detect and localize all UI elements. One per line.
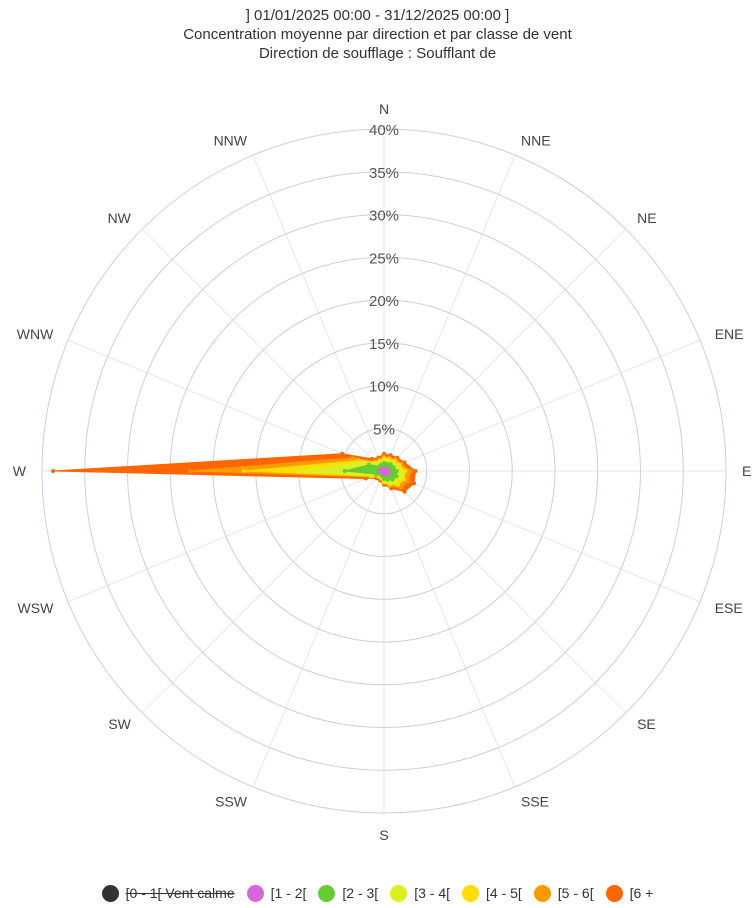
direction-label-nnw: NNW (214, 132, 248, 148)
radial-tick-label: 5% (373, 421, 395, 438)
data-point[interactable] (408, 469, 413, 473)
legend-label: [0 - 1[ Vent calme (125, 885, 235, 901)
data-point[interactable] (390, 477, 395, 482)
chart-title-block: ] 01/01/2025 00:00 - 31/12/2025 00:00 ] … (0, 6, 755, 63)
chart-title-period: ] 01/01/2025 00:00 - 31/12/2025 00:00 ] (245, 7, 510, 24)
data-point[interactable] (386, 458, 391, 463)
data-point[interactable] (412, 481, 416, 486)
radial-tick-label: 10% (369, 379, 399, 396)
data-point[interactable] (374, 472, 379, 477)
legend-label: [2 - 3[ (342, 885, 379, 901)
data-point[interactable] (382, 476, 386, 481)
legend-swatch (390, 884, 408, 902)
chart-title: Concentration moyenne par direction et p… (183, 26, 572, 43)
data-point[interactable] (406, 479, 411, 484)
legend-item[interactable]: [6 + (605, 884, 654, 902)
data-point[interactable] (384, 461, 389, 466)
data-point[interactable] (394, 481, 399, 486)
legend: [0 - 1[ Vent calme [1 - 2[ [2 - 3[ [3 - 4[ [… (0, 878, 755, 908)
direction-label-nw: NW (108, 210, 132, 226)
data-point[interactable] (395, 463, 400, 468)
grid-ring (41, 128, 727, 814)
data-point[interactable] (363, 476, 368, 481)
legend-label: [3 - 4[ (414, 885, 450, 901)
direction-label-nne: NNE (521, 132, 551, 148)
legend-item[interactable]: [3 - 4[ (390, 884, 450, 902)
radial-tick-label: 15% (369, 336, 399, 353)
data-point[interactable] (241, 469, 246, 473)
direction-label-w: W (13, 463, 27, 479)
wind-rose-chart: 5%10%15%20%25%30%35%40%NNNENEENEEESESESS… (13, 101, 752, 843)
legend-swatch (533, 884, 551, 902)
data-point[interactable] (356, 458, 361, 463)
axis-labels: 5%10%15%20%25%30%35%40%NNNENEENEEESESESS… (13, 101, 752, 843)
data-point[interactable] (386, 480, 391, 485)
data-point[interactable] (398, 485, 403, 490)
data-point[interactable] (413, 469, 418, 473)
data-point[interactable] (360, 460, 365, 465)
data-point[interactable] (370, 473, 375, 478)
legend-label: [4 - 5[ (486, 885, 522, 901)
legend-item[interactable]: [1 - 2[ (246, 884, 307, 902)
direction-label-ese: ESE (715, 600, 743, 616)
direction-label-wnw: WNW (17, 326, 54, 342)
data-point[interactable] (381, 466, 385, 471)
data-point[interactable] (367, 462, 371, 467)
direction-label-sw: SW (108, 716, 131, 732)
data-point[interactable] (187, 469, 192, 473)
radial-tick-label: 40% (369, 122, 399, 139)
data-point[interactable] (342, 469, 347, 473)
data-point[interactable] (51, 469, 56, 473)
legend-label: [5 - 6[ (557, 885, 594, 901)
data-point[interactable] (374, 461, 379, 466)
data-point[interactable] (400, 469, 405, 473)
legend-swatch (462, 884, 479, 902)
direction-label-se: SE (637, 716, 656, 732)
polar-grid (41, 128, 727, 814)
legend-swatch (605, 884, 623, 902)
data-point[interactable] (394, 469, 399, 473)
legend-label: [1 - 2[ (270, 885, 307, 901)
data-point[interactable] (295, 469, 300, 473)
direction-label-ne: NE (637, 210, 656, 226)
legend-item[interactable]: [4 - 5[ (462, 884, 522, 902)
direction-label-wsw: WSW (18, 600, 55, 616)
radial-tick-label: 20% (369, 293, 399, 310)
data-point[interactable] (402, 460, 407, 465)
radial-tick-label: 30% (369, 208, 399, 225)
data-point[interactable] (340, 451, 345, 456)
legend-label: [6 + (629, 885, 654, 901)
radial-tick-label: 35% (369, 165, 399, 182)
chart-subtitle: Direction de soufflage : Soufflant de (258, 45, 497, 62)
data-point[interactable] (399, 476, 404, 481)
data-point[interactable] (394, 474, 399, 479)
legend-item[interactable]: [0 - 1[ Vent calme (101, 884, 235, 902)
data-point[interactable] (402, 489, 407, 494)
data-point[interactable] (391, 465, 396, 470)
data-point[interactable] (379, 462, 384, 467)
direction-label-n: N (379, 101, 389, 117)
data-point[interactable] (350, 455, 355, 460)
data-point[interactable] (388, 462, 393, 467)
legend-swatch (101, 884, 119, 902)
radial-tick-label: 25% (369, 250, 399, 267)
direction-label-ssw: SSW (215, 794, 248, 810)
data-point[interactable] (385, 477, 390, 482)
data-point[interactable] (382, 457, 386, 462)
legend-swatch (246, 884, 264, 902)
legend-swatch (318, 884, 336, 902)
direction-label-e: E (742, 463, 751, 479)
series-areas[interactable] (51, 451, 418, 494)
direction-label-sse: SSE (521, 794, 549, 810)
legend-item[interactable]: [2 - 3[ (318, 884, 379, 902)
direction-label-s: S (379, 827, 388, 843)
legend-item[interactable]: [5 - 6[ (533, 884, 594, 902)
direction-label-ene: ENE (715, 326, 744, 342)
